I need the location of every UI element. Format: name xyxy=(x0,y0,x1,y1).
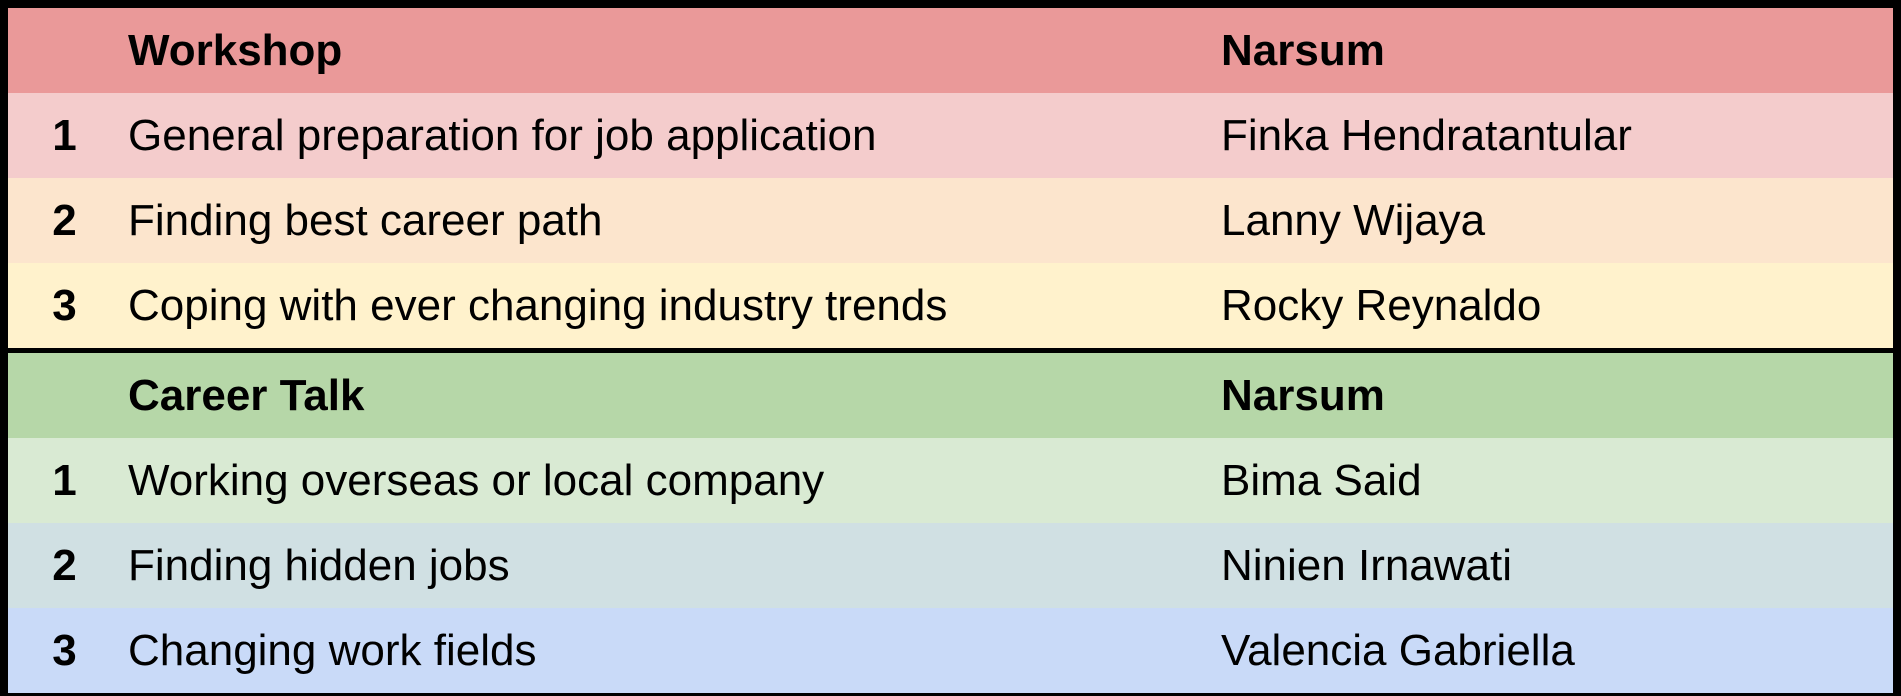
row-number: 2 xyxy=(52,196,77,245)
speaker-column-header: Narsum xyxy=(1221,371,1385,420)
workshop-header-row: Workshop Narsum xyxy=(8,8,1893,93)
table-row: 2 Finding hidden jobs Ninien Irnawati xyxy=(8,523,1893,608)
speaker-cell: Lanny Wijaya xyxy=(1221,196,1486,245)
workshop-section: Workshop Narsum 1 General preparation fo… xyxy=(8,8,1893,348)
header-number xyxy=(8,353,121,438)
speaker-cell: Valencia Gabriella xyxy=(1221,626,1575,675)
table-row: 1 Working overseas or local company Bima… xyxy=(8,438,1893,523)
speaker-cell: Rocky Reynaldo xyxy=(1221,281,1542,330)
speaker-cell: Finka Hendratantular xyxy=(1221,111,1632,160)
row-number: 1 xyxy=(52,111,77,160)
speaker-cell: Bima Said xyxy=(1221,456,1422,505)
header-number xyxy=(8,8,121,93)
topic-cell: Coping with ever changing industry trend… xyxy=(128,281,948,330)
row-number: 2 xyxy=(52,541,77,590)
topic-cell: Finding best career path xyxy=(128,196,603,245)
table-row: 3 Changing work fields Valencia Gabriell… xyxy=(8,608,1893,693)
topic-cell: Changing work fields xyxy=(128,626,537,675)
row-number: 3 xyxy=(52,281,77,330)
speaker-cell: Ninien Irnawati xyxy=(1221,541,1513,590)
speaker-column-header: Narsum xyxy=(1221,26,1385,75)
topic-cell: General preparation for job application xyxy=(128,111,877,160)
career-talk-header-row: Career Talk Narsum xyxy=(8,353,1893,438)
table-row: 2 Finding best career path Lanny Wijaya xyxy=(8,178,1893,263)
table-row: 1 General preparation for job applicatio… xyxy=(8,93,1893,178)
row-number: 3 xyxy=(52,626,77,675)
topic-cell: Finding hidden jobs xyxy=(128,541,510,590)
career-talk-section: Career Talk Narsum 1 Working overseas or… xyxy=(8,353,1893,693)
section-title: Career Talk xyxy=(128,371,365,420)
topic-cell: Working overseas or local company xyxy=(128,456,825,505)
section-title: Workshop xyxy=(128,26,343,75)
table-row: 3 Coping with ever changing industry tre… xyxy=(8,263,1893,348)
row-number: 1 xyxy=(52,456,77,505)
